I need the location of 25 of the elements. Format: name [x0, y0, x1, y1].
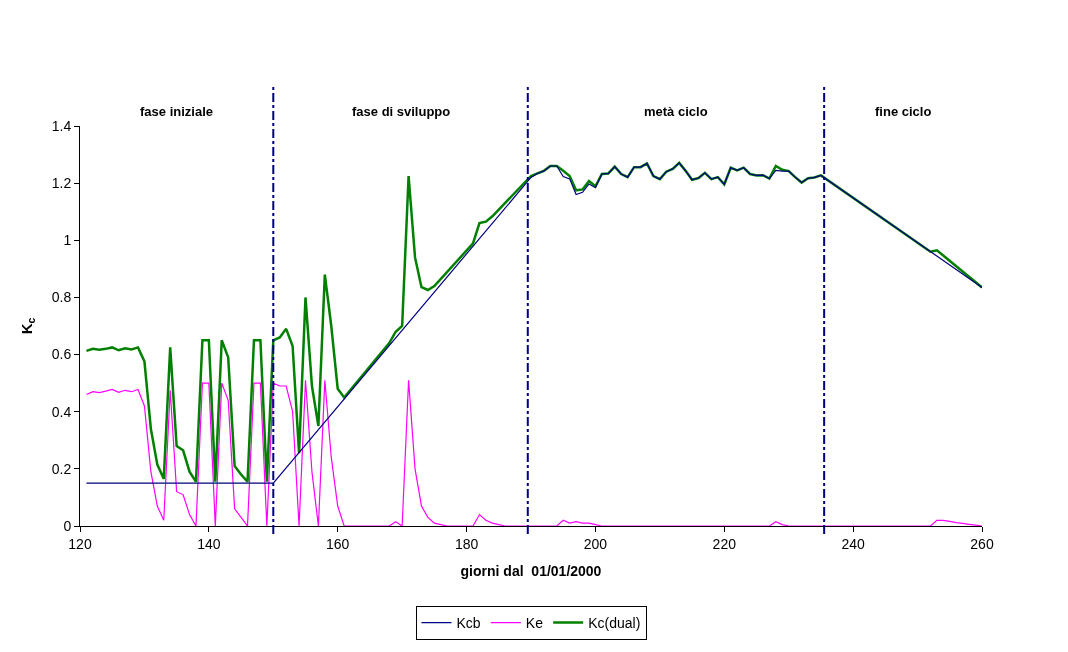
y-tick-label: 1.2 — [51, 175, 72, 192]
x-axis-title: giorni dal 01/01/2000 — [460, 563, 602, 580]
x-tick-label: 160 — [326, 535, 350, 552]
text: metà ciclo — [644, 104, 708, 119]
legend-label: Kc(dual) — [588, 615, 641, 632]
y-tick-label: 1.4 — [51, 117, 72, 134]
legend-label: Kcb — [456, 615, 481, 632]
text: fase iniziale — [140, 104, 213, 119]
x-tick-label: 260 — [970, 535, 994, 552]
text: fase di sviluppo — [352, 104, 451, 119]
y-tick-label: 0.8 — [51, 289, 72, 306]
text: fine ciclo — [875, 104, 932, 119]
x-tick-label: 140 — [197, 535, 221, 552]
y-tick-label: 0.4 — [51, 403, 72, 420]
y-tick-label: 0 — [63, 517, 72, 534]
y-tick-label: 1 — [63, 232, 72, 249]
y-tick-label: 0.2 — [51, 460, 72, 477]
x-tick-label: 200 — [583, 535, 608, 552]
x-tick-label: 220 — [712, 535, 737, 552]
x-tick-label: 240 — [841, 535, 866, 552]
legend-label: Ke — [525, 615, 544, 632]
line-series — [85, 379, 982, 526]
x-tick-label: 120 — [68, 535, 92, 552]
x-tick-label: 180 — [454, 535, 479, 552]
y-tick-label: 0.6 — [51, 346, 72, 363]
